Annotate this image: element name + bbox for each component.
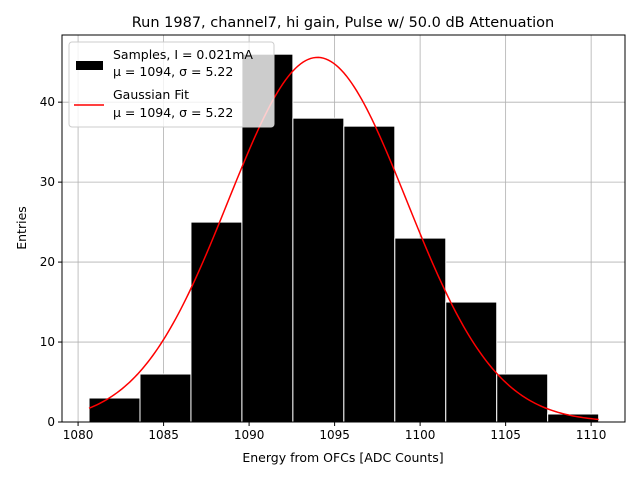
legend-fit-stats: μ = 1094, σ = 5.22 (113, 105, 233, 120)
x-tick-label: 1110 (576, 428, 607, 442)
y-axis-label: Entries (14, 206, 29, 250)
y-tick-label: 30 (40, 175, 55, 189)
x-axis-label: Energy from OFCs [ADC Counts] (242, 450, 443, 465)
x-tick-label: 1095 (319, 428, 350, 442)
x-tick-label: 1085 (148, 428, 179, 442)
y-tick-label: 20 (40, 255, 55, 269)
histogram-bar (394, 237, 447, 423)
histogram-bar (88, 397, 141, 423)
gaussian-fit-line (88, 56, 599, 421)
legend-samples-swatch (76, 61, 103, 70)
legend-samples-label: Samples, I = 0.021mA (113, 47, 253, 62)
x-tick-label: 1080 (63, 428, 94, 442)
x-tick-label: 1100 (405, 428, 436, 442)
x-tick-label: 1105 (490, 428, 521, 442)
plot-frame (61, 34, 626, 423)
legend-samples-stats: μ = 1094, σ = 5.22 (113, 64, 233, 79)
histogram-bar (445, 301, 498, 423)
histogram-bar (343, 125, 396, 423)
y-tick-label: 0 (47, 415, 55, 429)
x-tick-label: 1090 (234, 428, 265, 442)
legend: Samples, I = 0.021mA μ = 1094, σ = 5.22 … (68, 41, 275, 128)
histogram-bar (292, 117, 345, 423)
legend-fit-label: Gaussian Fit (113, 87, 189, 102)
y-tick-label: 10 (40, 335, 55, 349)
y-tick-label: 40 (40, 95, 55, 109)
chart-title: Run 1987, channel7, hi gain, Pulse w/ 50… (132, 15, 555, 31)
histogram-bar (190, 221, 243, 423)
histogram-bar (139, 373, 192, 423)
